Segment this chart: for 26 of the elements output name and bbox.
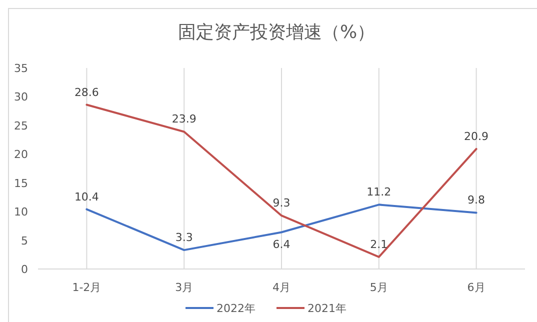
data-label: 28.6 <box>74 86 99 99</box>
x-tick-label: 3月 <box>175 281 194 294</box>
chart-title: 固定资产投资增速（%） <box>178 22 376 43</box>
data-label: 10.4 <box>74 190 99 204</box>
legend-label: 2021年 <box>308 302 346 315</box>
y-tick-label: 30 <box>14 90 28 104</box>
data-label: 20.9 <box>464 130 489 143</box>
y-tick-label: 25 <box>14 119 28 132</box>
y-tick-label: 15 <box>14 176 28 190</box>
x-tick-label: 6月 <box>467 281 486 294</box>
x-tick-label: 1-2月 <box>72 281 102 294</box>
data-label: 3.3 <box>175 231 193 244</box>
data-label: 9.3 <box>272 196 290 210</box>
data-label: 9.8 <box>468 194 486 207</box>
data-label: 2.1 <box>370 238 388 251</box>
y-tick-label: 5 <box>21 234 28 248</box>
y-tick-label: 35 <box>14 62 28 75</box>
data-label: 23.9 <box>172 112 196 126</box>
legend-label: 2022年 <box>216 302 256 315</box>
data-label: 11.2 <box>366 186 392 199</box>
x-tick-label: 4月 <box>272 281 290 294</box>
y-tick-label: 0 <box>21 263 28 276</box>
data-label: 6.4 <box>272 238 290 252</box>
y-tick-label: 20 <box>14 148 28 162</box>
x-tick-label: 5月 <box>370 281 388 294</box>
y-tick-label: 10 <box>14 206 28 219</box>
